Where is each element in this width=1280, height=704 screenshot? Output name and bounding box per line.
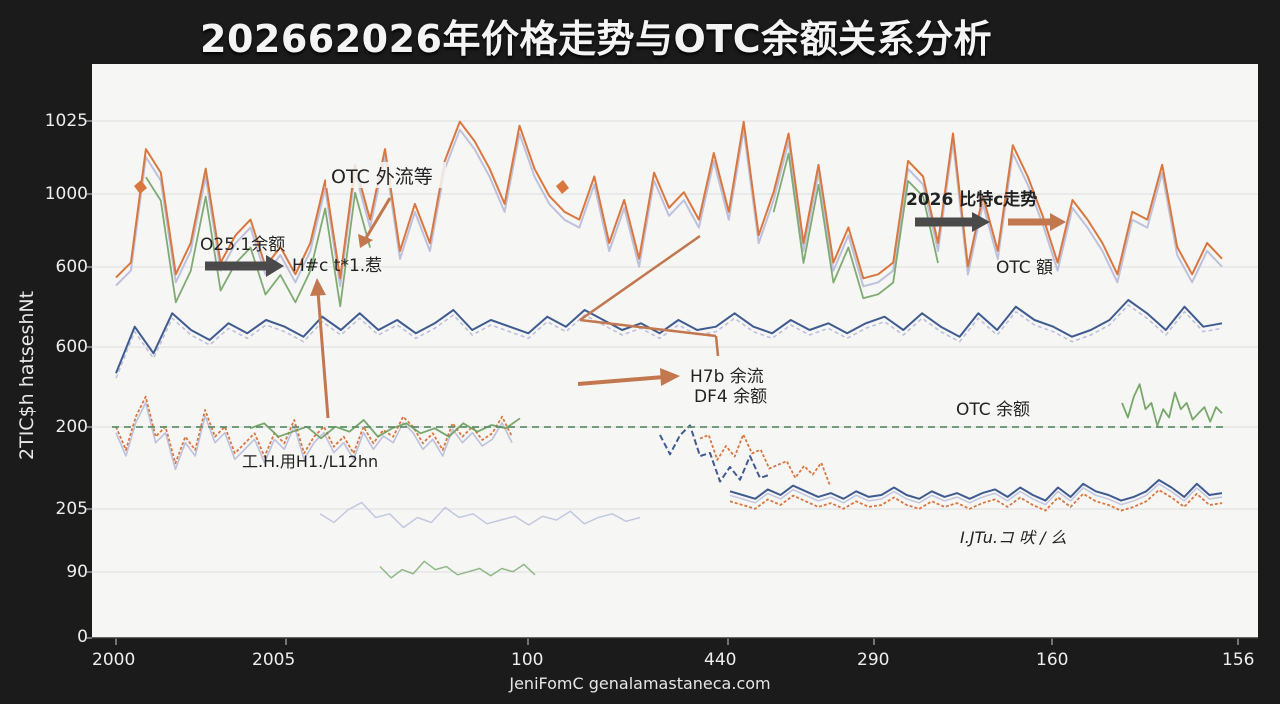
series-price-lower-left xyxy=(115,395,513,465)
series-green-upper-2 xyxy=(772,152,939,300)
dark-arrow-1-head xyxy=(266,255,284,277)
star-marker-1 xyxy=(134,180,147,194)
x-tick-100: 100 xyxy=(511,650,544,670)
orange-arrow-3-head xyxy=(358,234,373,248)
orange-arrow-5-tail xyxy=(714,335,720,357)
series-green-faint xyxy=(379,560,536,579)
y-tick-600-upper: 600 xyxy=(55,257,88,277)
source-footer: JeniFomC genalamastaneca.com xyxy=(509,674,771,693)
gridlines xyxy=(86,120,1258,645)
annotation-bottom-right: I.JTu.コ 吠 / 么 xyxy=(960,528,1067,547)
orange-arrow-6-head xyxy=(660,368,680,386)
series-green-lower-right xyxy=(1121,383,1223,427)
series-price-descending xyxy=(699,433,831,487)
annotation-otc-e: OTC 額 xyxy=(996,258,1053,278)
x-tick-156: 156 xyxy=(1222,650,1255,670)
chart-title: 202662026年价格走势与OTC余额关系分析 xyxy=(200,17,993,61)
annotations: OTC 外流等 O25.1余额 H#c t*1.惹 2026 比特c走势 OTC… xyxy=(200,162,1067,547)
annotation-otc-outflow: OTC 外流等 xyxy=(331,166,433,188)
series-price-bottom xyxy=(729,489,1223,512)
orange-arrow-1-head xyxy=(1050,213,1066,231)
annotation-bottom-left: 工.H.用H1./L12hn xyxy=(242,452,378,471)
y-tick-0: 0 xyxy=(77,627,88,647)
series-otc-mid xyxy=(115,299,1223,374)
series-lavender-upper xyxy=(115,128,1223,288)
plot-area xyxy=(92,64,1258,638)
y-tick-1025: 1025 xyxy=(44,111,88,131)
series-lavender-lower-left xyxy=(115,401,513,471)
y-tick-90: 90 xyxy=(66,562,88,582)
series-otc-descending xyxy=(659,424,771,483)
annotation-2026-btc-trend: 2026 比特c走势 xyxy=(906,189,1037,210)
orange-arrow-5 xyxy=(579,318,717,338)
y-tick-200: 200 xyxy=(55,417,88,437)
annotation-o25-balance: O25.1余额 xyxy=(200,235,285,255)
star-marker-2 xyxy=(556,180,569,194)
y-tick-205: 205 xyxy=(55,499,88,519)
series-lavender-bottom xyxy=(729,483,1223,506)
x-tick-2000: 2000 xyxy=(92,650,136,670)
dark-arrow-2-head xyxy=(972,212,990,232)
orange-arrow-2 xyxy=(316,291,330,419)
orange-arrow-2-head xyxy=(310,278,326,296)
x-tick-160: 160 xyxy=(1036,650,1069,670)
annotation-h-c: H#c t*1.惹 xyxy=(292,256,382,276)
annotation-h7b: H7b 余流 xyxy=(690,367,764,387)
series-lavender-faint xyxy=(319,501,641,529)
annotation-bg-1 xyxy=(326,162,446,188)
x-tick-290: 290 xyxy=(857,650,890,670)
series-green-upper-1 xyxy=(145,176,371,308)
x-tick-2005: 2005 xyxy=(252,650,296,670)
y-tick-600-lower: 600 xyxy=(55,337,88,357)
orange-arrow-4 xyxy=(579,234,701,322)
annotation-df4: DF4 余额 xyxy=(694,387,767,407)
y-tick-1000: 1000 xyxy=(44,184,88,204)
annotation-otc-balance: OTC 余额 xyxy=(956,400,1030,420)
series-lines xyxy=(115,120,1223,579)
series-lavender-mid xyxy=(115,304,1223,379)
series-otc-bottom xyxy=(729,479,1223,502)
series-price-upper xyxy=(115,120,1223,280)
x-tick-440: 440 xyxy=(704,650,737,670)
annotation-arrows xyxy=(134,180,1066,419)
orange-arrow-3 xyxy=(364,197,392,239)
orange-arrow-6 xyxy=(577,375,665,386)
series-green-lower-left xyxy=(249,417,521,440)
